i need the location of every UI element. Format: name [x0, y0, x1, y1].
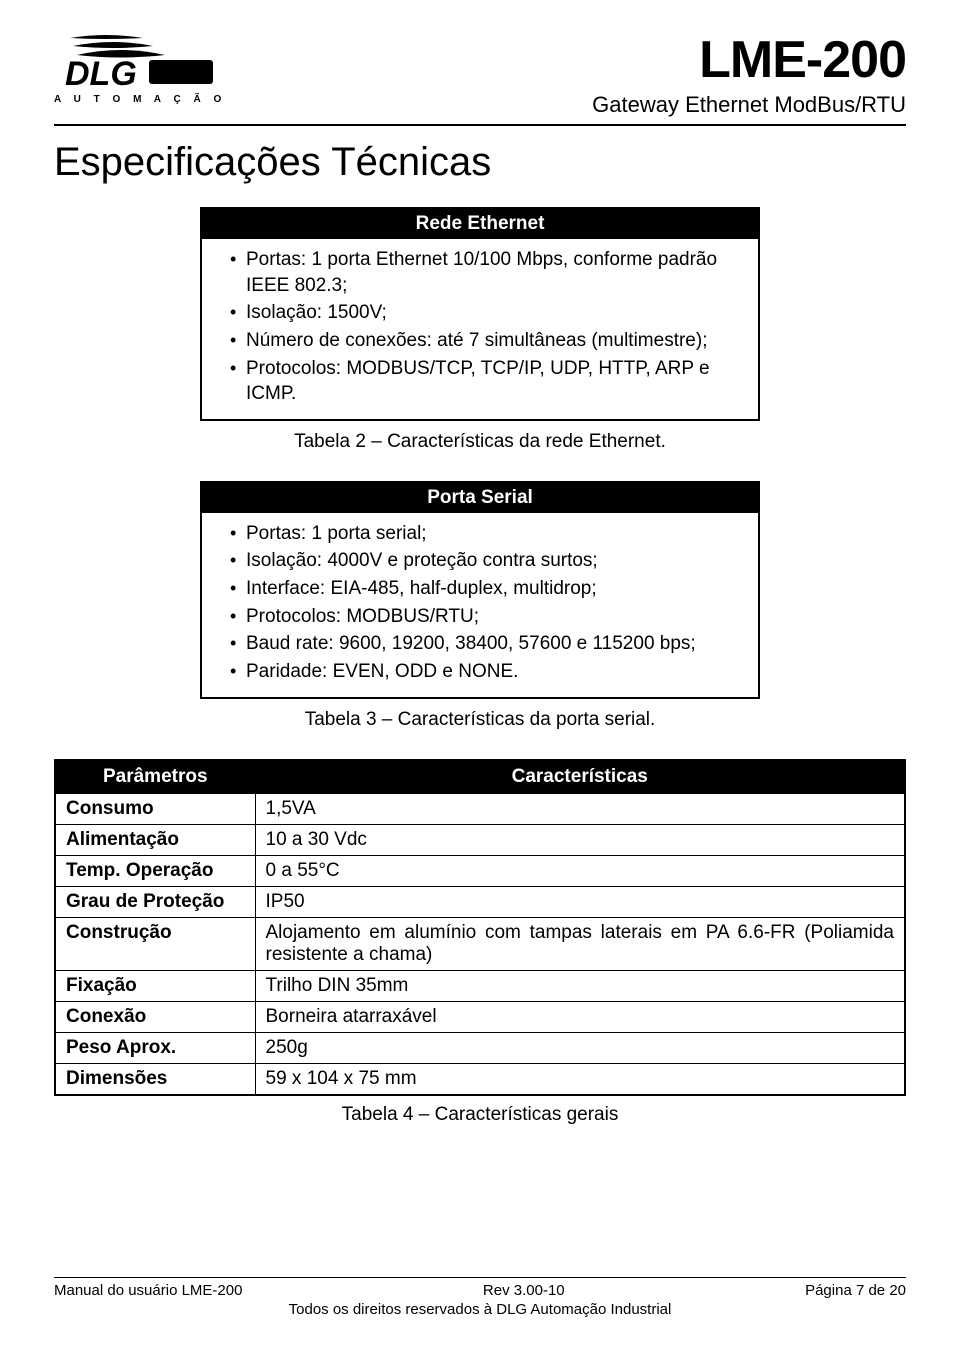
- footer-divider: [54, 1277, 906, 1278]
- footer-left: Manual do usuário LME-200: [54, 1282, 242, 1299]
- list-item: Interface: EIA-485, half-duplex, multidr…: [230, 576, 744, 602]
- cell-value: 250g: [255, 1032, 905, 1063]
- cell-value: Borneira atarraxável: [255, 1001, 905, 1032]
- list-item: Isolação: 4000V e proteção contra surtos…: [230, 548, 744, 574]
- cell-label: Peso Aprox.: [55, 1032, 255, 1063]
- cell-value: 10 a 30 Vdc: [255, 824, 905, 855]
- serial-box: Porta Serial Portas: 1 porta serial; Iso…: [200, 481, 760, 699]
- table-row: ConexãoBorneira atarraxável: [55, 1001, 905, 1032]
- cell-label: Construção: [55, 917, 255, 970]
- list-item: Isolação: 1500V;: [230, 300, 744, 326]
- list-item: Protocolos: MODBUS/RTU;: [230, 604, 744, 630]
- list-item: Paridade: EVEN, ODD e NONE.: [230, 659, 744, 685]
- table-row: Alimentação10 a 30 Vdc: [55, 824, 905, 855]
- list-item: Número de conexões: até 7 simultâneas (m…: [230, 328, 744, 354]
- table-row: FixaçãoTrilho DIN 35mm: [55, 970, 905, 1001]
- title-block: LME-200 Gateway Ethernet ModBus/RTU: [592, 30, 906, 118]
- logo-subtitle: A U T O M A Ç Ã O: [54, 94, 226, 105]
- section-title: Especificações Técnicas: [54, 140, 906, 185]
- cell-label: Grau de Proteção: [55, 886, 255, 917]
- footer-rev: Rev 3.00-10: [483, 1282, 565, 1299]
- parameters-table: Parâmetros Características Consumo1,5VA …: [54, 759, 906, 1096]
- cell-value: 1,5VA: [255, 793, 905, 824]
- product-name: LME-200: [592, 30, 906, 90]
- ethernet-box-body: Portas: 1 porta Ethernet 10/100 Mbps, co…: [202, 239, 758, 419]
- list-item: Portas: 1 porta Ethernet 10/100 Mbps, co…: [230, 247, 744, 298]
- table-row: Dimensões59 x 104 x 75 mm: [55, 1063, 905, 1095]
- list-item: Portas: 1 porta serial;: [230, 521, 744, 547]
- table-row: Consumo1,5VA: [55, 793, 905, 824]
- dlg-logo-icon: DLG: [65, 30, 215, 92]
- list-item: Protocolos: MODBUS/TCP, TCP/IP, UDP, HTT…: [230, 356, 744, 407]
- cell-label: Alimentação: [55, 824, 255, 855]
- svg-text:DLG: DLG: [65, 55, 137, 92]
- ethernet-box-title: Rede Ethernet: [202, 209, 758, 239]
- table-header-char: Características: [255, 760, 905, 794]
- page-footer: Manual do usuário LME-200 Rev 3.00-10 Pá…: [54, 1277, 906, 1318]
- list-item: Baud rate: 9600, 19200, 38400, 57600 e 1…: [230, 631, 744, 657]
- footer-page: Página 7 de 20: [805, 1282, 906, 1299]
- page-header: DLG A U T O M A Ç Ã O LME-200 Gateway Et…: [54, 30, 906, 118]
- cell-value: Alojamento em alumínio com tampas latera…: [255, 917, 905, 970]
- table-row: Temp. Operação0 a 55°C: [55, 855, 905, 886]
- product-subtitle: Gateway Ethernet ModBus/RTU: [592, 92, 906, 118]
- header-divider: [54, 124, 906, 126]
- cell-label: Consumo: [55, 793, 255, 824]
- cell-value: 59 x 104 x 75 mm: [255, 1063, 905, 1095]
- footer-rights: Todos os direitos reservados à DLG Autom…: [54, 1301, 906, 1318]
- logo-block: DLG A U T O M A Ç Ã O: [54, 30, 226, 105]
- serial-box-title: Porta Serial: [202, 483, 758, 513]
- cell-label: Dimensões: [55, 1063, 255, 1095]
- table-header-param: Parâmetros: [55, 760, 255, 794]
- cell-value: Trilho DIN 35mm: [255, 970, 905, 1001]
- table-row: Grau de ProteçãoIP50: [55, 886, 905, 917]
- table-row: ConstruçãoAlojamento em alumínio com tam…: [55, 917, 905, 970]
- param-table-caption: Tabela 4 – Características gerais: [54, 1104, 906, 1126]
- ethernet-caption: Tabela 2 – Características da rede Ether…: [54, 431, 906, 453]
- cell-value: IP50: [255, 886, 905, 917]
- table-row: Peso Aprox.250g: [55, 1032, 905, 1063]
- serial-box-body: Portas: 1 porta serial; Isolação: 4000V …: [202, 513, 758, 697]
- cell-label: Fixação: [55, 970, 255, 1001]
- serial-caption: Tabela 3 – Características da porta seri…: [54, 709, 906, 731]
- cell-label: Temp. Operação: [55, 855, 255, 886]
- cell-label: Conexão: [55, 1001, 255, 1032]
- cell-value: 0 a 55°C: [255, 855, 905, 886]
- ethernet-box: Rede Ethernet Portas: 1 porta Ethernet 1…: [200, 207, 760, 421]
